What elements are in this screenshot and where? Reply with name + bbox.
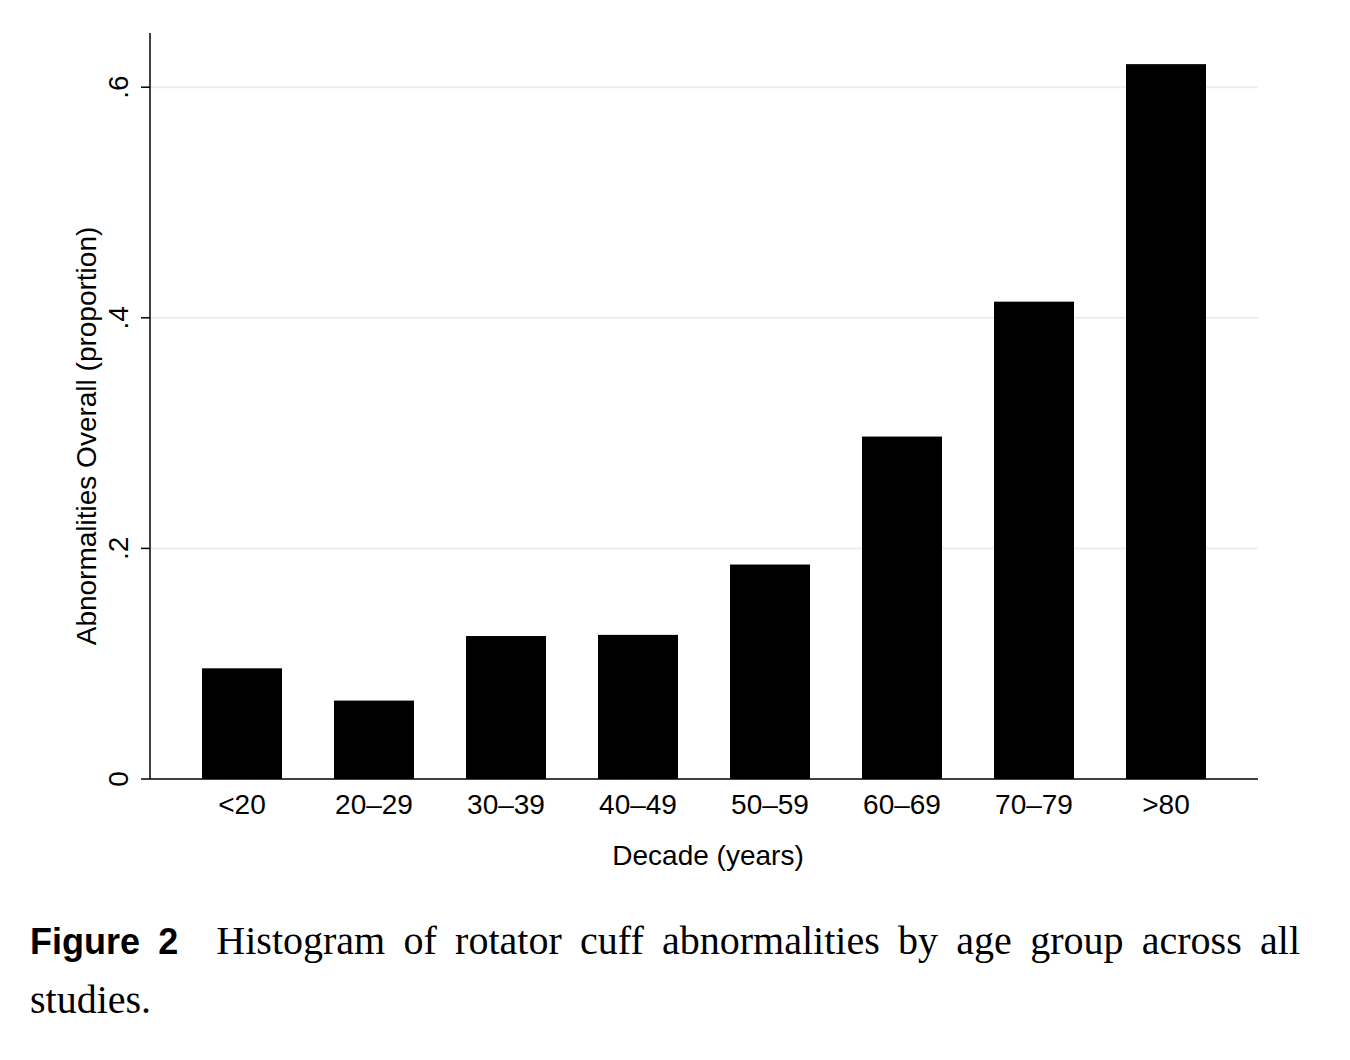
caption-text: Histogram of rotator cuff abnormalities … xyxy=(30,918,1300,1022)
bar xyxy=(334,701,414,779)
grid-line xyxy=(150,547,1258,549)
chart: 0 .2 .4 .6 <20 20–29 30–39 40–49 50–59 60–69 70–79… xyxy=(0,0,1350,900)
x-axis xyxy=(150,778,1258,780)
y-tick-label: .2 xyxy=(103,537,134,560)
bar xyxy=(202,668,282,779)
y-tick-label: .6 xyxy=(103,76,134,99)
grid-line xyxy=(150,317,1258,319)
x-tick-label: >80 xyxy=(1142,789,1190,820)
bar xyxy=(466,636,546,779)
x-tick-label: 50–59 xyxy=(731,789,809,820)
x-tick-label: <20 xyxy=(218,789,266,820)
y-axis-title: Abnormalities Overall (proportion) xyxy=(71,227,102,646)
x-tick-label: 20–29 xyxy=(335,789,413,820)
y-tick-label: 0 xyxy=(103,771,134,787)
grid-line xyxy=(150,86,1258,88)
y-axis xyxy=(149,33,151,779)
bar xyxy=(1126,64,1206,779)
y-tick xyxy=(141,86,150,88)
caption: Figure 2Histogram of rotator cuff abnorm… xyxy=(30,912,1300,1029)
bar xyxy=(862,437,942,779)
caption-label: Figure 2 xyxy=(30,921,178,962)
x-tick-label: 30–39 xyxy=(467,789,545,820)
bar xyxy=(994,302,1074,779)
x-tick-label: 60–69 xyxy=(863,789,941,820)
y-tick xyxy=(141,778,150,780)
y-tick xyxy=(141,317,150,319)
x-tick-label: 40–49 xyxy=(599,789,677,820)
y-tick-label: .4 xyxy=(103,306,134,329)
x-tick-label: 70–79 xyxy=(995,789,1073,820)
y-tick xyxy=(141,548,150,550)
bar xyxy=(730,565,810,779)
x-axis-title: Decade (years) xyxy=(612,840,803,871)
bar xyxy=(598,635,678,779)
